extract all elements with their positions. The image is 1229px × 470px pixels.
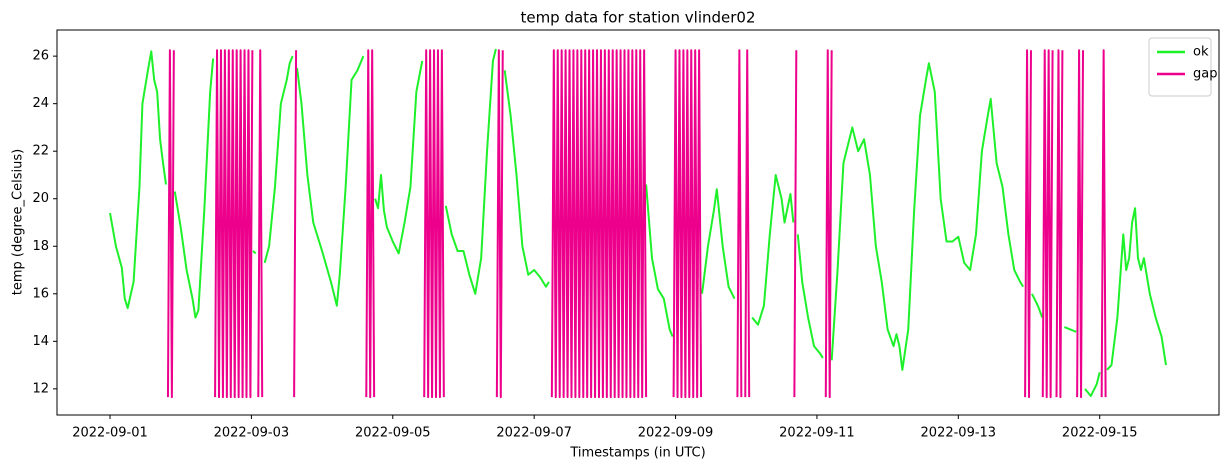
series-line — [166, 49, 1107, 399]
axes-frame — [56, 29, 1220, 416]
y-tick-label: 18 — [32, 239, 49, 254]
plot-area: 12 14 16 18 20 22 24 26 2022-09-01 2022-09-03 2022… — [32, 29, 1220, 441]
x-tick-label: 2022-09-09 — [638, 426, 714, 441]
legend-label: ok — [1193, 45, 1209, 60]
y-tick-label: 16 — [32, 286, 49, 301]
x-tick-label: 2022-09-07 — [496, 426, 572, 441]
y-tick-label: 12 — [32, 381, 49, 396]
y-tick-label: 14 — [32, 334, 49, 349]
x-tick-label: 2022-09-15 — [1062, 426, 1138, 441]
x-tick-label: 2022-09-03 — [214, 426, 290, 441]
x-tick-label: 2022-09-11 — [779, 426, 855, 441]
chart-title: temp data for station vlinder02 — [520, 9, 755, 27]
legend-label: gap — [1193, 67, 1217, 82]
y-tick-label: 24 — [32, 96, 49, 111]
series-line — [109, 48, 1167, 397]
y-tick-label: 20 — [32, 191, 49, 206]
x-tick-label: 2022-09-05 — [355, 426, 431, 441]
x-tick-label: 2022-09-13 — [921, 426, 997, 441]
y-tick-label: 26 — [32, 49, 49, 64]
x-tick-label: 2022-09-01 — [72, 426, 148, 441]
y-axis-label: temp (degree_Celsius) — [11, 149, 26, 295]
y-tick-label: 22 — [32, 144, 49, 159]
x-axis-label: Timestamps (in UTC) — [569, 446, 705, 461]
